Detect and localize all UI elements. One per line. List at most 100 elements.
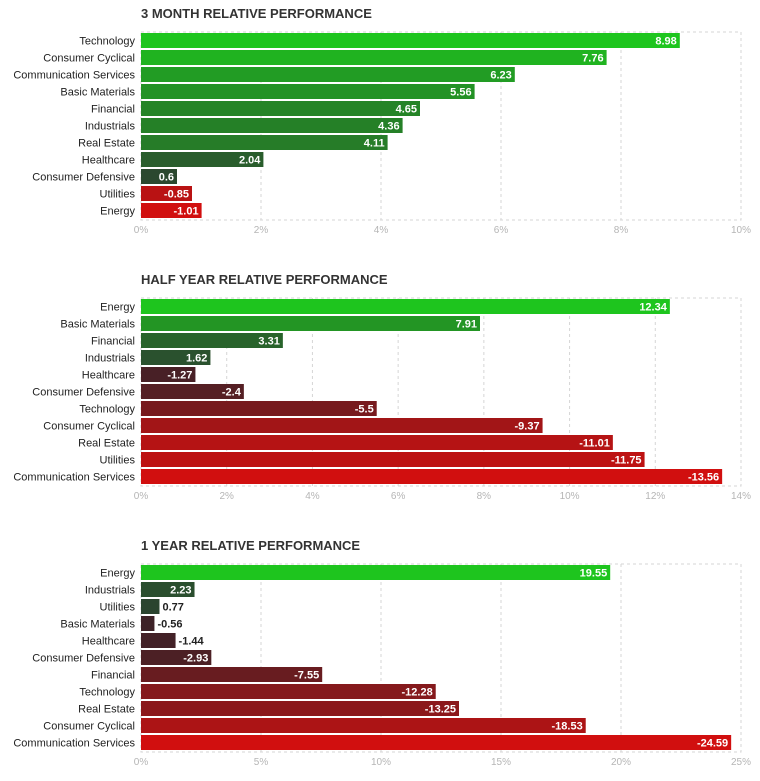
bar — [141, 186, 192, 201]
category-label: Industrials — [85, 121, 136, 133]
bar — [141, 84, 475, 99]
value-label: -7.55 — [294, 670, 319, 682]
category-label: Real Estate — [78, 704, 135, 716]
category-label: Utilities — [100, 602, 136, 614]
category-label: Basic Materials — [60, 619, 135, 631]
value-label: -11.75 — [611, 455, 642, 467]
value-label: -1.27 — [167, 370, 192, 382]
value-label: 6.23 — [490, 70, 511, 82]
bar — [141, 67, 515, 82]
tick-label: 2% — [254, 225, 269, 236]
value-label: 4.11 — [364, 138, 385, 150]
category-label: Financial — [91, 336, 135, 348]
category-label: Consumer Defensive — [32, 387, 135, 399]
chart-title: 3 MONTH RELATIVE PERFORMANCE — [141, 6, 372, 21]
category-label: Consumer Cyclical — [43, 721, 135, 733]
value-label: 7.76 — [582, 53, 603, 65]
category-label: Communication Services — [13, 472, 135, 484]
tick-label: 10% — [371, 757, 391, 768]
bar — [141, 582, 195, 597]
value-label: -18.53 — [552, 721, 583, 733]
chart-2: HALF YEAR RELATIVE PERFORMANCE 0% 2% 4% 6% 8%… — [13, 272, 751, 502]
value-label: 4.65 — [396, 104, 417, 116]
category-label: Industrials — [85, 353, 136, 365]
bar — [141, 599, 160, 614]
tick-label: 10% — [560, 491, 580, 502]
value-label: 19.55 — [580, 568, 608, 580]
bar — [141, 650, 212, 665]
category-label: Communication Services — [13, 70, 135, 82]
tick-label: 10% — [731, 225, 751, 236]
bar — [141, 701, 459, 716]
value-label: 0.6 — [159, 172, 174, 184]
bar — [141, 350, 211, 365]
category-label: Real Estate — [78, 438, 135, 450]
tick-label: 0% — [134, 757, 149, 768]
chart-title: 1 YEAR RELATIVE PERFORMANCE — [141, 538, 360, 553]
bar — [141, 169, 177, 184]
bar — [141, 333, 283, 348]
tick-label: 20% — [611, 757, 631, 768]
bar — [141, 384, 244, 399]
value-label: 7.91 — [456, 319, 477, 331]
value-label: -0.85 — [164, 189, 189, 201]
category-label: Healthcare — [82, 370, 135, 382]
tick-label: 4% — [305, 491, 320, 502]
value-label: 2.04 — [239, 155, 261, 167]
chart-1: 3 MONTH RELATIVE PERFORMANCE 0% 2% 4% 6% 8% 10… — [13, 6, 751, 236]
category-label: Technology — [79, 404, 135, 416]
value-label: -5.5 — [355, 404, 374, 416]
category-label: Healthcare — [82, 155, 135, 167]
value-label: 4.36 — [378, 121, 399, 133]
category-label: Consumer Cyclical — [43, 53, 135, 65]
chart-title: HALF YEAR RELATIVE PERFORMANCE — [141, 272, 388, 287]
bar — [141, 667, 323, 682]
bar — [141, 101, 420, 116]
value-label: 8.98 — [655, 36, 676, 48]
category-label: Communication Services — [13, 738, 135, 750]
value-label: 0.77 — [162, 602, 183, 614]
value-label: -11.01 — [579, 438, 610, 450]
category-label: Basic Materials — [60, 319, 135, 331]
chart-3: 1 YEAR RELATIVE PERFORMANCE 0% 5% 10% 15% 20%… — [13, 538, 751, 768]
category-label: Industrials — [85, 585, 136, 597]
bar — [141, 118, 403, 133]
value-label: 2.23 — [170, 585, 191, 597]
tick-label: 5% — [254, 757, 269, 768]
category-label: Technology — [79, 36, 135, 48]
bar — [141, 684, 436, 699]
category-label: Financial — [91, 104, 135, 116]
category-label: Utilities — [100, 189, 136, 201]
category-label: Healthcare — [82, 636, 135, 648]
tick-label: 14% — [731, 491, 751, 502]
tick-label: 6% — [391, 491, 406, 502]
bar — [141, 152, 264, 167]
value-label: -1.44 — [179, 636, 205, 648]
category-label: Consumer Defensive — [32, 653, 135, 665]
bar — [141, 469, 723, 484]
value-label: -24.59 — [697, 738, 728, 750]
value-label: -2.93 — [183, 653, 208, 665]
category-label: Energy — [100, 568, 135, 580]
value-label: -13.56 — [688, 472, 719, 484]
bar — [141, 633, 176, 648]
bar — [141, 718, 586, 733]
value-label: -13.25 — [425, 704, 456, 716]
bar — [141, 735, 732, 750]
tick-label: 0% — [134, 491, 149, 502]
category-label: Financial — [91, 670, 135, 682]
tick-label: 25% — [731, 757, 751, 768]
tick-label: 12% — [645, 491, 665, 502]
bar — [141, 33, 680, 48]
value-label: -2.4 — [222, 387, 242, 399]
tick-label: 15% — [491, 757, 511, 768]
bar — [141, 135, 388, 150]
tick-label: 4% — [374, 225, 389, 236]
category-label: Basic Materials — [60, 87, 135, 99]
bar — [141, 452, 645, 467]
category-label: Real Estate — [78, 138, 135, 150]
category-label: Energy — [100, 302, 135, 314]
tick-label: 8% — [614, 225, 629, 236]
value-label: -12.28 — [402, 687, 433, 699]
